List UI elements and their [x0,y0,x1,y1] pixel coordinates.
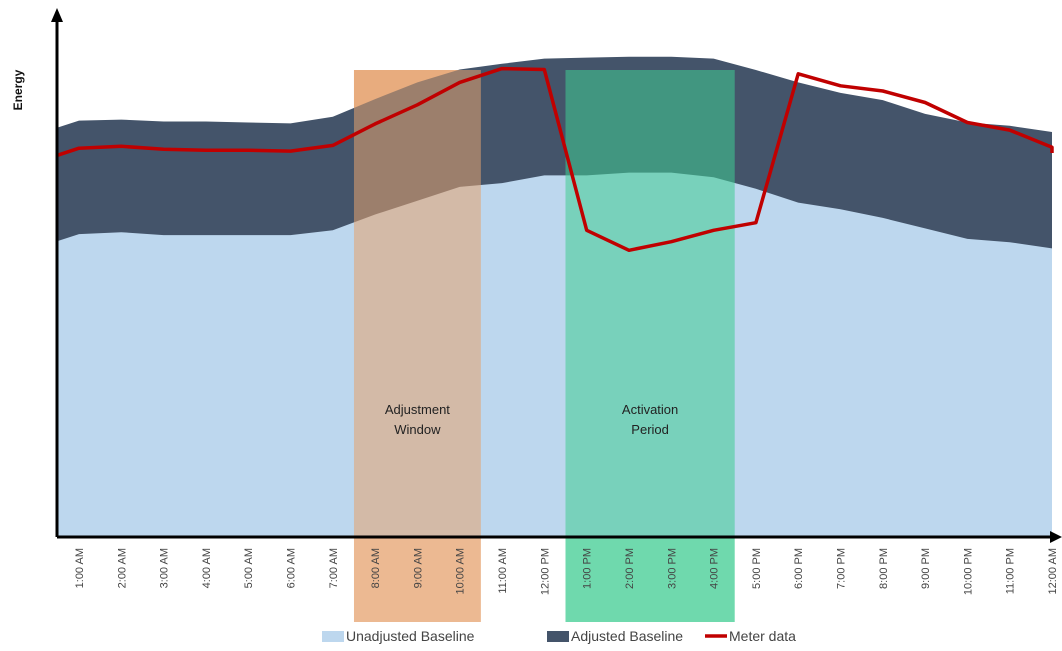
line-meter-data [56,66,1054,253]
axes [51,8,1062,543]
x-tick-label: 12:00 AM [1047,548,1059,594]
x-axis-arrow [1050,531,1062,543]
x-tick-labels: 1:00 AM 2:00 AM 3:00 AM 4:00 AM 5:00 AM 6:00 … [74,548,1059,595]
x-tick-label: 1:00 PM [582,548,594,589]
legend-label: Adjusted Baseline [571,628,683,644]
x-tick-label: 5:00 PM [751,548,763,589]
x-tick-label: 3:00 PM [666,548,678,589]
x-tick-label: 9:00 PM [920,548,932,589]
x-tick-label: 8:00 PM [878,548,890,589]
legend-swatch [547,631,569,642]
x-tick-label: 2:00 AM [116,548,128,588]
y-axis-label: Energy [11,69,25,110]
x-tick-label: 6:00 PM [793,548,805,589]
region-label: Period [631,422,669,437]
legend-label: Unadjusted Baseline [346,628,475,644]
x-tick-label: 10:00 PM [962,548,974,595]
x-tick-label: 11:00 PM [1005,548,1017,594]
x-tick-label: 3:00 AM [159,548,171,588]
region-label: Activation [622,402,678,417]
x-tick-label: 7:00 AM [328,548,340,588]
region-labels: Adjustment Window Activation Period [385,402,678,437]
y-axis-arrow [51,8,63,22]
x-tick-label: 12:00 PM [539,548,551,595]
legend: Unadjusted Baseline Adjusted Baseline Mete… [322,628,796,644]
x-tick-label: 1:00 AM [74,548,86,588]
region-label: Adjustment [385,402,450,417]
x-tick-label: 2:00 PM [624,548,636,589]
meter-line-layer [56,66,1054,253]
region-label: Window [394,422,441,437]
x-tick-label: 10:00 AM [455,548,467,594]
x-tick-label: 6:00 AM [286,548,298,588]
x-tick-label: 7:00 PM [836,548,848,589]
legend-swatch [322,631,344,642]
region-overlay-activation-period [565,70,735,537]
legend-label: Meter data [729,628,796,644]
x-tick-label: 8:00 AM [370,548,382,588]
x-tick-label: 4:00 AM [201,548,213,588]
area-series [57,56,1052,537]
x-tick-label: 5:00 AM [243,548,255,588]
region-overlay-adjustment-window [353,70,481,537]
x-tick-label: 4:00 PM [709,548,721,589]
area-unadjusted-baseline [57,172,1052,537]
x-tick-label: 9:00 AM [412,548,424,588]
region-overlays [353,70,735,537]
x-tick-label: 11:00 AM [497,548,509,594]
